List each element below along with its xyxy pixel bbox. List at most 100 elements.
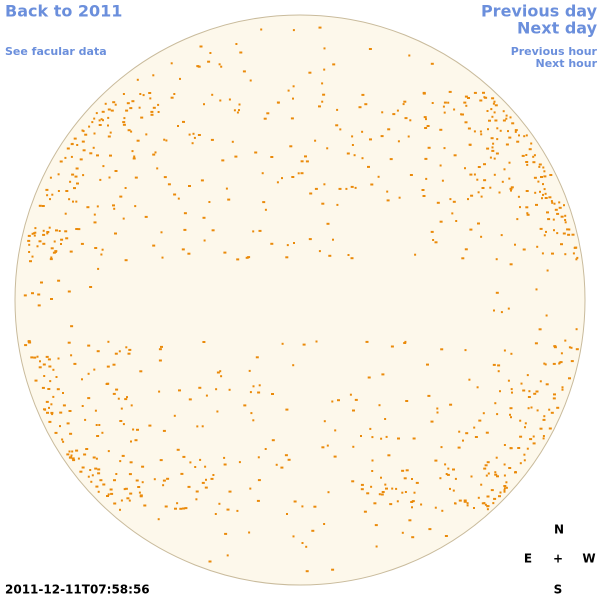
facula: [548, 196, 552, 199]
facula: [503, 489, 506, 492]
back-link[interactable]: Back to 2011: [5, 2, 122, 21]
facula: [442, 105, 445, 108]
facula: [311, 529, 315, 532]
facula: [427, 146, 431, 149]
facula: [371, 459, 374, 462]
facula: [102, 119, 104, 122]
next-hour-link[interactable]: Next hour: [536, 57, 598, 70]
facula: [464, 121, 468, 124]
facula: [395, 487, 398, 490]
facula: [201, 425, 204, 428]
facula: [575, 328, 578, 331]
facula: [462, 439, 464, 442]
facula: [409, 119, 412, 122]
facula: [396, 500, 399, 503]
previous-day-link[interactable]: Previous day: [481, 2, 598, 21]
facula: [538, 165, 541, 168]
facula: [335, 124, 339, 127]
facula: [152, 244, 156, 247]
facula: [490, 137, 494, 140]
facula: [503, 444, 506, 446]
previous-hour-link[interactable]: Previous hour: [511, 45, 598, 58]
facula: [57, 279, 61, 282]
facula: [181, 248, 185, 251]
facula: [404, 491, 407, 493]
facula: [361, 130, 364, 133]
facula: [486, 110, 489, 112]
facula: [408, 54, 411, 57]
facula: [484, 464, 488, 467]
facula: [90, 480, 93, 483]
facula: [496, 127, 499, 130]
facula: [59, 160, 63, 163]
facula: [464, 248, 468, 251]
facula: [197, 65, 201, 68]
facula: [466, 504, 469, 507]
facula: [533, 392, 537, 395]
facula: [426, 125, 430, 127]
facula: [536, 409, 539, 412]
facula: [434, 459, 438, 462]
facula: [46, 231, 50, 233]
facula: [484, 503, 487, 506]
facula: [562, 232, 566, 235]
facula: [207, 60, 211, 63]
facula: [162, 429, 166, 432]
facula: [120, 499, 123, 502]
facula: [127, 352, 131, 355]
facula: [361, 93, 365, 96]
facula: [532, 435, 535, 438]
facula: [497, 370, 500, 373]
facula: [130, 404, 133, 407]
facula: [292, 364, 295, 367]
facula: [546, 269, 549, 272]
facula: [528, 148, 532, 151]
facula: [401, 531, 404, 534]
facula: [281, 177, 283, 180]
facula: [439, 477, 442, 480]
facula: [492, 502, 495, 505]
facular-link[interactable]: See facular data: [5, 45, 107, 58]
facula: [397, 140, 400, 143]
facula: [30, 356, 34, 359]
facula: [473, 507, 475, 509]
facula: [332, 63, 336, 66]
facula: [119, 195, 123, 198]
facula: [281, 342, 284, 345]
facula: [96, 205, 99, 208]
facula: [405, 469, 409, 472]
facula: [568, 346, 571, 349]
facula: [370, 485, 373, 488]
facula: [95, 485, 99, 488]
facula: [385, 487, 388, 490]
facula: [464, 167, 466, 170]
facula: [187, 252, 191, 255]
facula: [367, 376, 371, 379]
facula: [129, 461, 133, 464]
facula: [542, 435, 545, 437]
solar-disk: [14, 14, 586, 586]
facula: [539, 190, 541, 193]
facula: [318, 26, 322, 29]
facula: [323, 183, 326, 186]
facula: [464, 95, 468, 98]
facula: [238, 103, 241, 106]
facula: [162, 484, 165, 487]
facula: [107, 108, 111, 111]
facula: [505, 114, 508, 117]
facula: [216, 371, 220, 374]
facula: [543, 362, 546, 365]
facula: [543, 175, 547, 178]
facula: [107, 124, 109, 127]
facula: [377, 175, 380, 178]
facula: [380, 493, 384, 496]
next-day-link[interactable]: Next day: [517, 19, 598, 38]
facula: [328, 254, 332, 257]
facula: [292, 97, 294, 100]
facula: [517, 195, 520, 198]
facula: [543, 170, 546, 173]
facula: [520, 382, 523, 385]
facula: [122, 423, 125, 426]
facula: [535, 203, 538, 206]
facula: [505, 117, 508, 120]
